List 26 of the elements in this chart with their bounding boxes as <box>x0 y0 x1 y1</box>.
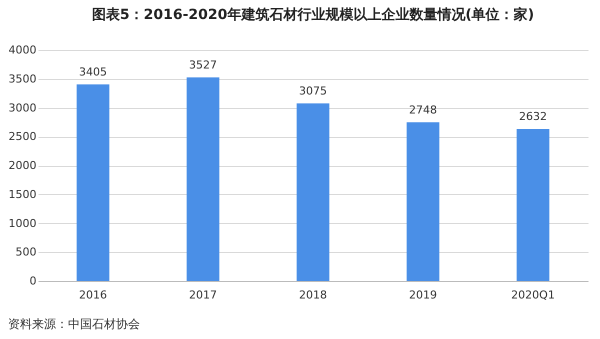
x-tick-label: 2018 <box>299 288 327 302</box>
x-tick-label: 2017 <box>189 288 217 302</box>
x-tick-label: 2019 <box>409 288 437 302</box>
bar <box>406 122 440 281</box>
bar <box>76 84 110 281</box>
bar <box>296 103 330 281</box>
y-tick-label: 3000 <box>8 101 36 114</box>
data-label: 3527 <box>189 58 217 72</box>
bar <box>186 77 220 281</box>
chart-title: 图表5：2016-2020年建筑石材行业规模以上企业数量情况(单位：家) <box>92 6 534 23</box>
bar <box>516 129 550 281</box>
x-tick-label: 2016 <box>79 288 107 302</box>
y-tick-label: 1000 <box>8 216 36 230</box>
data-label: 2748 <box>409 103 437 116</box>
y-tick-label: 3500 <box>8 72 36 86</box>
y-tick-label: 2000 <box>8 159 36 172</box>
y-tick-label: 4000 <box>8 44 36 56</box>
y-tick-label: 500 <box>16 246 36 259</box>
y-tick-label: 0 <box>30 274 36 288</box>
data-label: 3405 <box>79 65 107 78</box>
data-label: 2632 <box>519 110 547 123</box>
y-tick-label: 1500 <box>8 188 36 201</box>
data-label: 3075 <box>299 84 327 98</box>
y-tick-label: 2500 <box>8 130 36 144</box>
text: 资料来源：中国石材协会 <box>8 316 140 333</box>
x-tick-label: 2020Q1 <box>511 288 555 302</box>
